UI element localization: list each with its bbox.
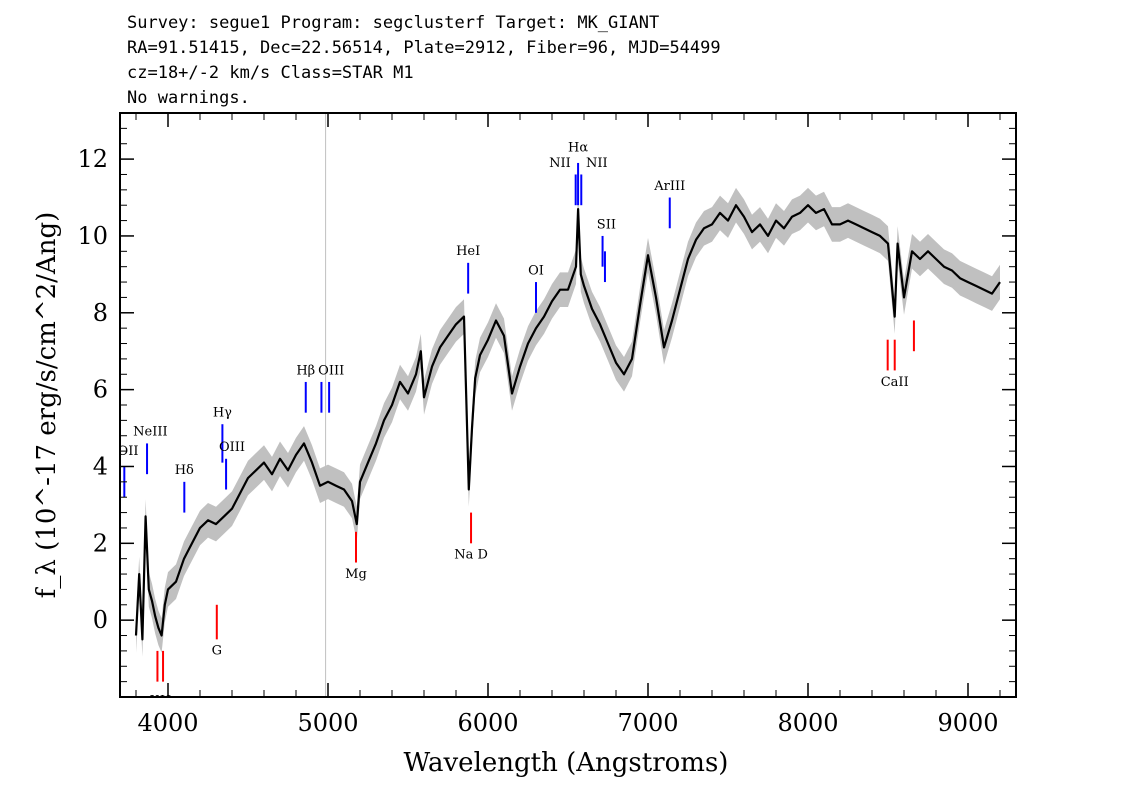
emission-line-label: NII (586, 156, 608, 171)
absorption-line-label: K (150, 694, 160, 709)
x-tick-label: 9000 (937, 709, 998, 737)
emission-line-label: Hα (568, 140, 588, 155)
header-line-4: No warnings. (127, 88, 250, 108)
y-tick-label: 2 (93, 529, 108, 557)
y-tick-label: 4 (93, 452, 108, 480)
x-tick-label: 8000 (777, 709, 838, 737)
header-line-1: Survey: segue1 Program: segclusterf Targ… (127, 13, 659, 33)
header-line-3: cz=18+/-2 km/s Class=STAR M1 (127, 63, 414, 83)
y-axis: 0 2 4 6 8 10 12 (77, 127, 1016, 683)
y-tick-label: 6 (93, 376, 108, 404)
emission-line-label: SII (597, 217, 616, 232)
header-line-2: RA=91.51415, Dec=22.56514, Plate=2912, F… (127, 38, 721, 58)
emission-line-label: NeIII (133, 425, 167, 440)
emission-line-label: HeI (456, 244, 480, 259)
y-tick-label: 10 (77, 222, 108, 250)
x-tick-label: 4000 (137, 709, 198, 737)
plot-frame (119, 112, 1017, 698)
x-tick-label: 7000 (617, 709, 678, 737)
emission-line-label: OIII (219, 440, 245, 455)
y-tick-label: 12 (77, 145, 108, 173)
emission-line-label: OIII (318, 363, 344, 378)
absorption-line-label: G (212, 644, 222, 659)
flux-series-line (134, 204, 1001, 641)
emission-line-label: ArIII (653, 179, 685, 194)
header-block: Survey: segue1 Program: segclusterf Targ… (127, 13, 721, 108)
y-tick-label: 0 (93, 606, 108, 634)
emission-line-label: Hγ (213, 406, 232, 421)
emission-line-label: OI (528, 263, 544, 278)
x-tick-label: 6000 (457, 709, 518, 737)
emission-line-label: OII (118, 444, 139, 459)
absorption-line-label: CaII (881, 375, 909, 390)
emission-line-label: Hδ (175, 463, 194, 478)
absorption-line-label: H (160, 694, 171, 709)
emission-line-label: Hβ (296, 363, 315, 378)
y-tick-label: 8 (93, 299, 108, 327)
x-tick-label: 5000 (297, 709, 358, 737)
x-axis: 4000 5000 6000 7000 8000 9000 (135, 113, 1001, 737)
emission-line-label: NII (549, 156, 571, 171)
absorption-line-label: Na D (454, 548, 488, 563)
absorption-line-label: Mg (345, 567, 367, 582)
error-band (136, 187, 1000, 657)
x-axis-title: Wavelength (Angstroms) (404, 748, 729, 778)
y-axis-title: f_λ (10^-17 erg/s/cm^2/Ang) (32, 212, 62, 598)
